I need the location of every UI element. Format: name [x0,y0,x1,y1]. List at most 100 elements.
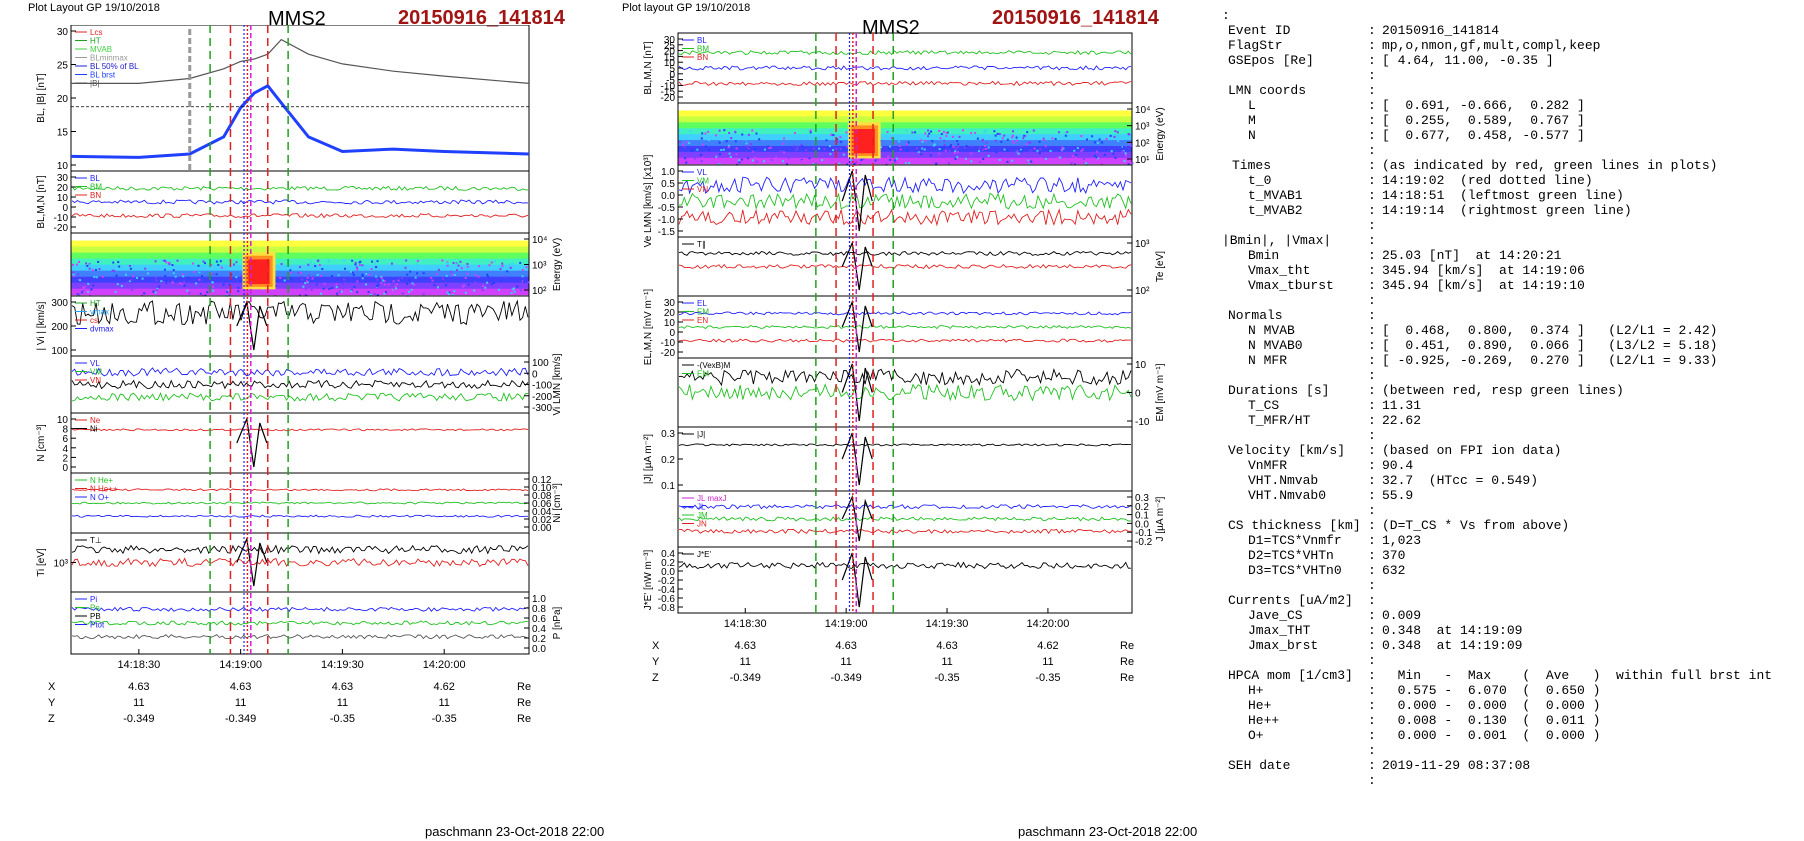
y-axis-label: Ni [cm⁻³] [552,483,563,523]
spectrogram-noise [942,130,945,133]
spectrogram-noise [82,286,85,289]
spectrogram-noise [409,270,412,273]
spectrogram-noise [451,273,454,276]
info-colon: : [1368,293,1376,308]
spectrogram-noise [970,145,973,148]
info-value: 0.348 at 14:19:09 [1382,623,1523,638]
spectrogram-noise [994,134,997,137]
spectrogram-noise [911,131,914,134]
spectrogram-noise [992,160,995,163]
info-key: L [1248,98,1256,113]
spectrogram-noise [197,264,200,267]
spectrogram-noise [1117,140,1120,143]
spectrogram-noise [1096,157,1099,160]
y-tick-label: 10 [57,193,69,204]
spectrogram-noise [758,138,761,141]
y-tick-label: -0.4 [658,585,676,596]
spectrogram-noise [298,266,301,269]
spectrogram-noise [466,272,469,275]
spectrogram-noise [853,162,856,165]
spectrogram-noise [1058,131,1061,134]
series-trace [71,391,529,402]
spectrogram-noise [1058,149,1061,152]
spectrogram-noise [783,154,786,157]
spectrogram-noise [313,263,316,266]
spectrogram-noise [1023,134,1026,137]
spectrogram-noise [1026,131,1029,134]
spectrogram-noise [297,272,300,275]
spectrogram-noise [1027,159,1030,162]
spectrogram-noise [738,161,741,164]
series-bl-brst [70,83,530,159]
spectrogram-noise [228,284,231,287]
spectrogram-noise [704,151,707,154]
spectrogram-noise [355,266,358,269]
spectrogram-noise [193,270,196,273]
spectrogram-noise [698,136,701,139]
spectrogram-noise [422,293,425,296]
spectrogram-noise [519,289,522,292]
spectrogram-noise [83,285,86,288]
spectrogram-noise [510,292,513,295]
spectrogram-noise [770,158,773,161]
spectrogram-noise [830,133,833,136]
spectrogram-noise [755,132,758,135]
event-info-listing: : Event ID:20150916_141814 FlagStr: mp,o,n… [1222,8,1802,838]
spectrogram-noise [1127,163,1130,166]
spectrogram-noise [115,274,118,277]
info-value: (D=T_CS * Vs from above) [1382,518,1570,533]
spectrogram-noise [443,289,446,292]
spectrogram-noise [326,265,329,268]
info-colon: : [1368,278,1376,293]
info-colon: : [1368,338,1376,353]
spectrogram-noise [335,286,338,289]
info-value: [ 0.451, 0.890, 0.066 ] (L3/L2 = 5.18) [1382,338,1718,353]
y-tick-label: 100 [532,358,549,369]
spectrogram-noise [141,277,144,280]
spectrogram-noise [431,279,434,282]
spectrogram-noise [1003,161,1006,164]
position-value: -0.349 [730,672,761,684]
y-tick-label: 0.2 [661,455,675,466]
spectrogram-noise [446,262,449,265]
info-colon: : [1368,428,1376,443]
layout-label: Plot Layout GP 19/10/2018 [28,2,160,14]
spectrogram-noise [473,289,476,292]
spectrogram-noise [188,292,191,295]
spectrogram-noise [899,148,902,151]
spectrogram-noise [828,145,831,148]
spectrogram-noise [71,263,74,266]
spectrogram-noise [135,276,138,279]
y-axis-label: Vi LMN [km/s] [552,353,563,415]
spectrogram-noise [1073,149,1076,152]
info-value: [ 0.691, -0.666, 0.282 ] [1382,98,1585,113]
spectrogram-noise [1121,145,1124,148]
y-tick-label: 30 [57,27,69,38]
spectrogram-band [678,145,1132,153]
spectrogram-noise [921,147,924,150]
info-key: Currents [uA/m2] [1228,593,1353,608]
y-tick-label: -0.5 [658,203,676,214]
spectrogram-noise [453,290,456,293]
spectrogram-noise [77,293,80,296]
spectrogram-band [678,157,1132,165]
spectrogram-noise [380,281,383,284]
spectrogram-noise [751,129,754,132]
spectrogram-noise [1025,143,1028,146]
y-tick-label: 10 [57,161,69,172]
spectrogram-noise [943,144,946,147]
spectrogram-noise [801,160,804,163]
y-tick-label: 10⁴ [1135,105,1150,116]
spectrogram-noise [976,137,979,140]
spectrogram-noise [1000,140,1003,143]
spectrogram-noise [1105,137,1108,140]
spectrogram-noise [298,293,301,296]
legend-label: MVAB [90,45,112,54]
spectrogram-noise [135,286,138,289]
legend-label: J*E' [697,550,711,559]
spectrogram-noise [304,293,307,296]
spectrogram-noise [1081,148,1084,151]
info-colon: : [1368,383,1376,398]
y-tick-label: -0.8 [658,603,676,614]
y-tick-label: -10 [661,338,676,349]
